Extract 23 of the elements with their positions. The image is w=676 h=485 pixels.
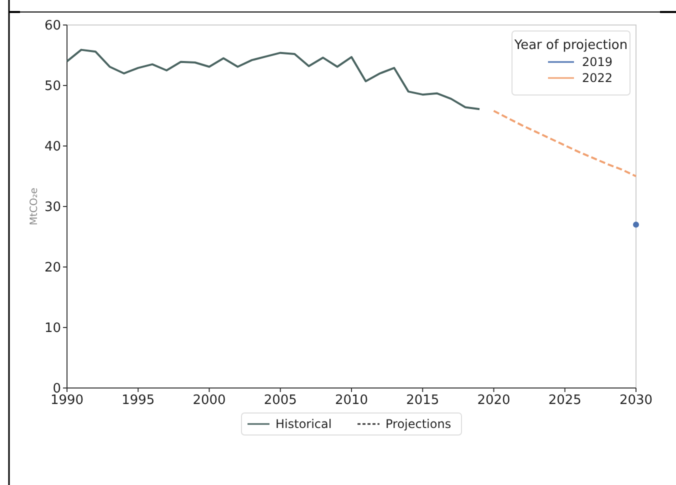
text: Projections: [386, 417, 452, 432]
x-tick-label: 2010: [334, 393, 368, 408]
x-tick-label: 2030: [619, 393, 653, 408]
x-tick-label: 1990: [50, 393, 84, 408]
y-tick-label: 10: [44, 321, 61, 336]
x-tick-label: 2000: [192, 393, 226, 408]
x-tick-label: 2025: [548, 393, 582, 408]
y-tick-label: 50: [44, 79, 61, 94]
y-tick-label: 40: [44, 140, 61, 155]
y-axis-title: MtCO₂e: [29, 188, 40, 226]
legend-title: Year of projection: [513, 38, 628, 53]
x-tick-label: 2020: [477, 393, 510, 408]
line-series: [66, 48, 481, 110]
y-tick-label: 60: [44, 18, 61, 34]
y-tick-label: 30: [44, 200, 61, 216]
x-tick-label: 2005: [264, 393, 297, 408]
text: Historical: [276, 417, 332, 432]
x-tick-label: 2015: [406, 393, 440, 408]
y-tick-label: 20: [44, 260, 61, 276]
x-tick-label: 1995: [122, 393, 155, 408]
line-series: [492, 110, 637, 178]
legend-label: 2022: [582, 71, 613, 86]
legend-label: 2019: [582, 55, 613, 70]
